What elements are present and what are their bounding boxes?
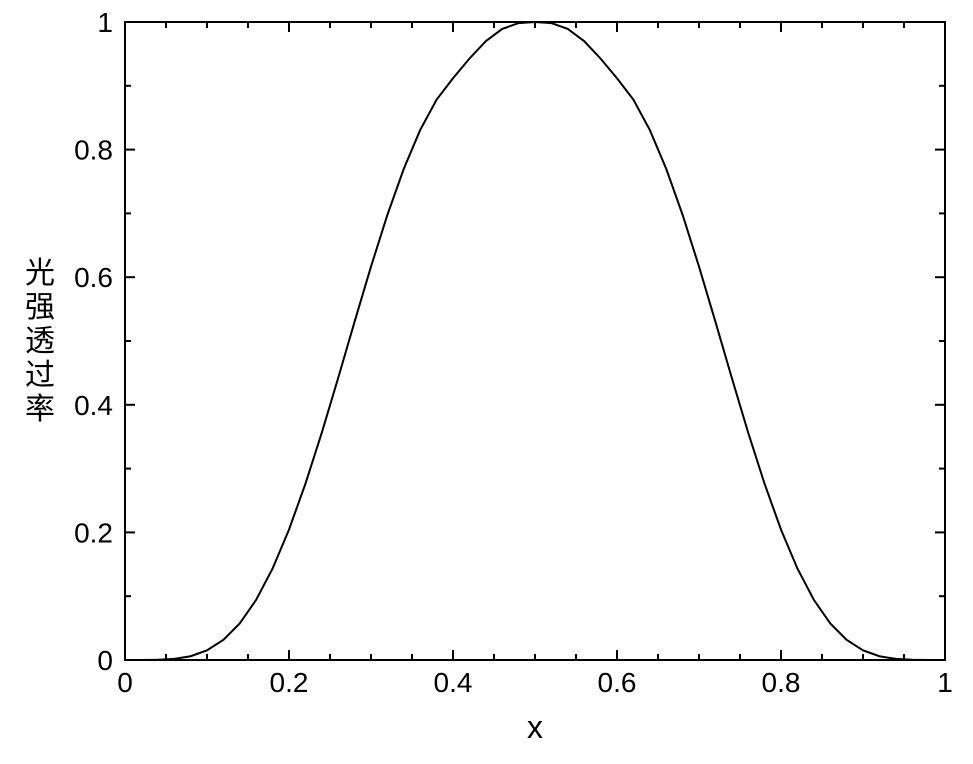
curve [141,22,928,660]
x-tick-label: 0.4 [434,667,473,698]
y-axis-label-char: 强 [25,291,55,324]
y-tick-label: 1 [97,7,113,38]
y-tick-label: 0 [97,645,113,676]
y-axis-label-char: 透 [25,325,55,358]
y-tick-label: 0.2 [74,517,113,548]
x-tick-label: 0.2 [270,667,309,698]
chart-svg: 0 0.2 0.4 0.6 0.8 1 0 0.2 0.4 0.6 0.8 1 x 光强透过率 [0,0,973,764]
x-tick-label: 0.6 [598,667,637,698]
x-tick-label: 0 [117,667,133,698]
y-tick-label: 0.6 [74,262,113,293]
plot-box [125,22,945,660]
x-tick-label: 0.8 [762,667,801,698]
chart-container: 0 0.2 0.4 0.6 0.8 1 0 0.2 0.4 0.6 0.8 1 x 光强透过率 [0,0,973,764]
y-axis-label-char: 光 [25,257,55,290]
y-axis-label-char: 过 [25,359,55,392]
y-axis-label-char: 率 [25,393,55,426]
x-tick-label: 1 [937,667,953,698]
y-tick-label: 0.8 [74,135,113,166]
y-tick-label: 0.4 [74,390,113,421]
x-axis-label: x [527,709,543,745]
